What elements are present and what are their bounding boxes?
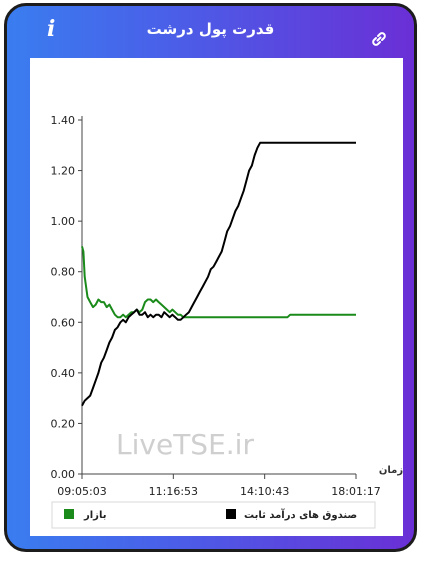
y-tick-label: 1.20	[51, 165, 76, 178]
y-tick-label: 0.80	[51, 266, 76, 279]
x-tick-label: 14:10:43	[240, 485, 289, 498]
line-chart: 0.00 0.20 0.40 0.60 0.80 1.00 1.20 1.40 09:05:03…	[51, 114, 403, 529]
chart-card: i قدرت پول درشت 0.00 0.20 0.40 0.60 0.80 1.00…	[4, 3, 417, 552]
page-title: قدرت پول درشت	[146, 20, 275, 38]
y-tick-label: 0.20	[51, 417, 76, 430]
info-icon[interactable]: i	[47, 16, 56, 42]
series-line-fixed-income	[81, 141, 356, 407]
series-line-market	[81, 246, 356, 319]
watermark: LiveTSE.ir	[116, 428, 254, 461]
y-tick-label: 1.00	[51, 215, 76, 228]
legend-label-fixed-income: صندوق های درآمد ثابت	[244, 508, 357, 521]
y-tick-label: 1.40	[51, 114, 76, 127]
x-tick-label: 18:01:17	[331, 485, 380, 498]
legend-swatch-market	[64, 509, 74, 519]
x-tick-label: 09:05:03	[57, 485, 106, 498]
x-tick-label: 11:16:53	[149, 485, 198, 498]
legend: بازار صندوق های درآمد ثابت	[51, 501, 376, 529]
link-icon[interactable]	[370, 30, 388, 52]
header: i قدرت پول درشت	[7, 6, 414, 58]
y-tick-label: 0.60	[51, 316, 76, 329]
y-tick-label: 0.40	[51, 367, 76, 380]
legend-swatch-fixed-income	[226, 509, 236, 519]
x-axis-label: زمان	[379, 465, 403, 476]
chart-panel: 0.00 0.20 0.40 0.60 0.80 1.00 1.20 1.40 09:05:03…	[30, 58, 403, 536]
y-tick-label: 0.00	[51, 468, 76, 481]
legend-label-market: بازار	[83, 510, 106, 521]
